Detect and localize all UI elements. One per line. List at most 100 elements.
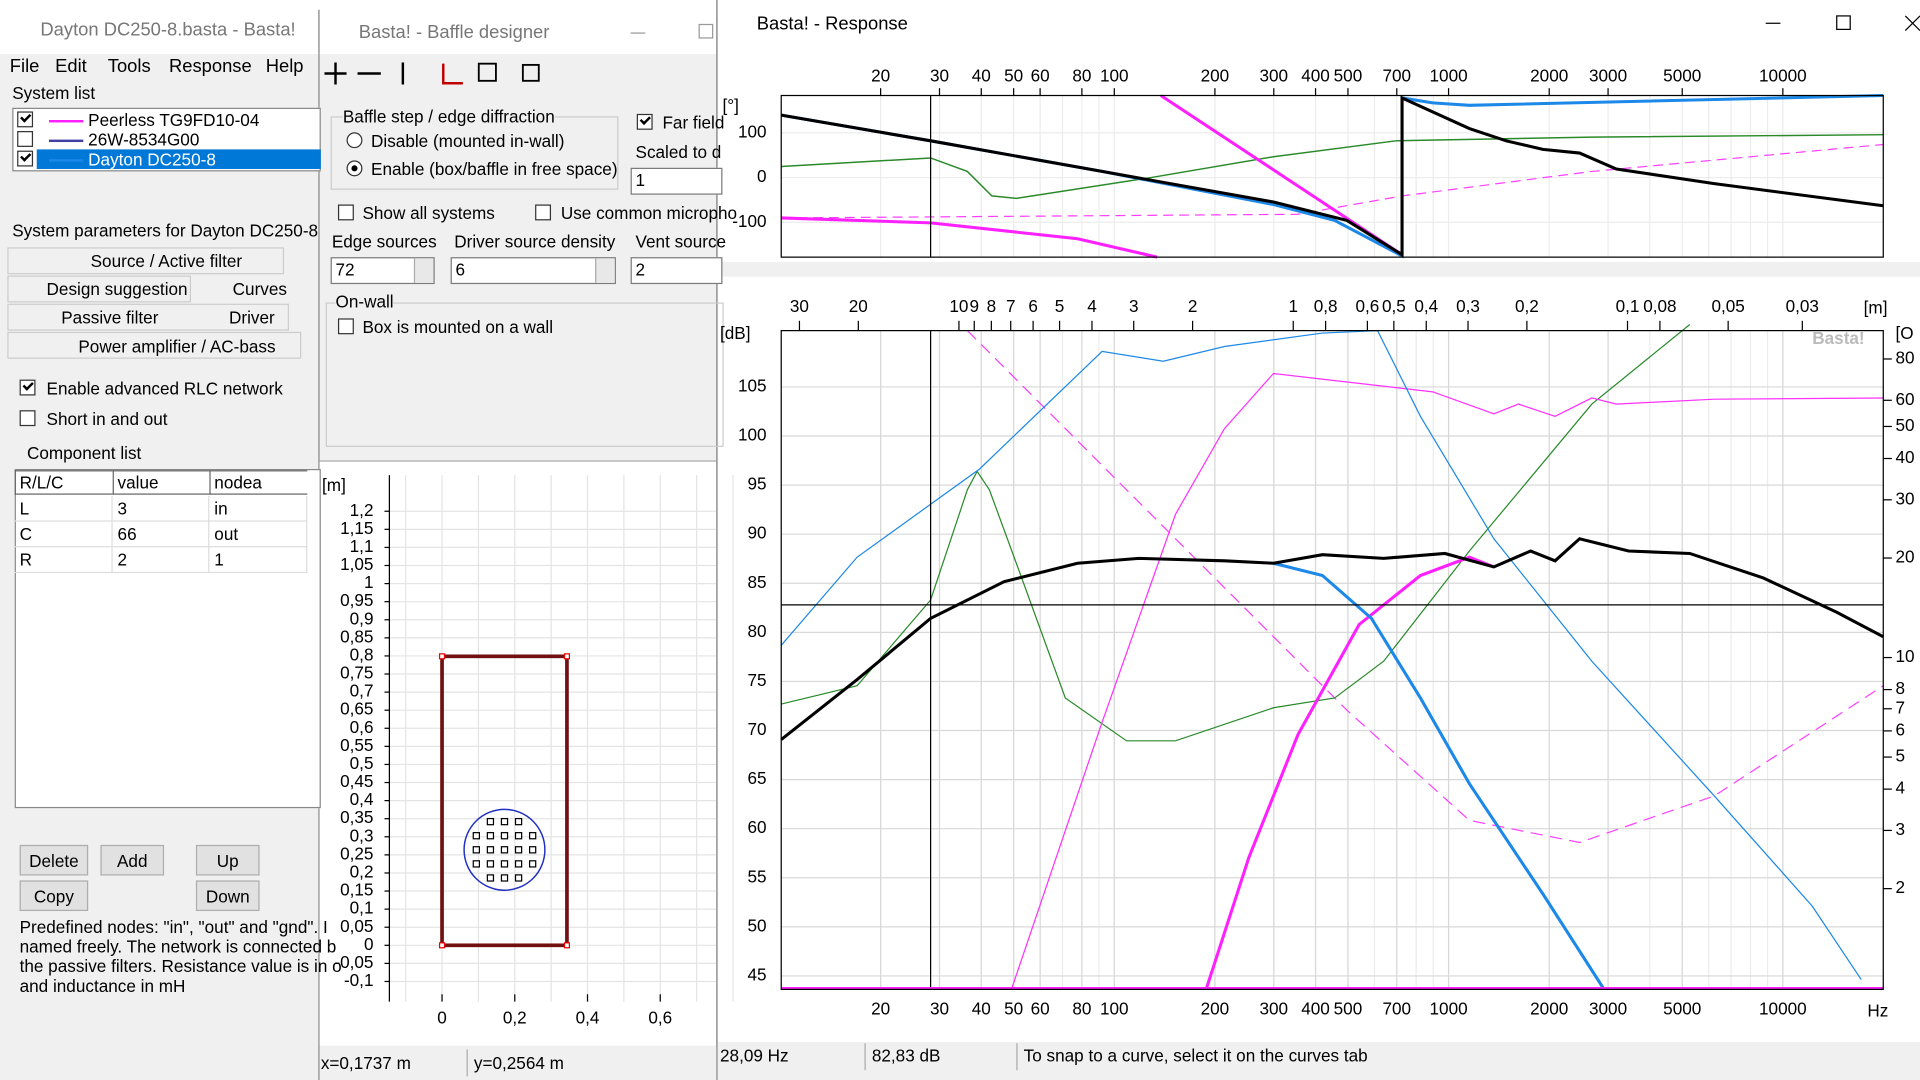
menu-item[interactable]: Edit (55, 56, 87, 78)
component-table (14, 468, 321, 809)
tab-border (7, 275, 192, 303)
checkbox-label: Short in and out (46, 408, 168, 429)
group-title: Baffle step / edge diffraction (342, 106, 555, 127)
button[interactable] (195, 880, 260, 912)
axis-unit: [dB] (720, 323, 751, 343)
response-window (716, 0, 1920, 1080)
tab[interactable]: Design suggestion (46, 279, 188, 299)
table-cell (209, 495, 308, 522)
input-value: 1 (635, 170, 646, 190)
label: System list (12, 83, 96, 103)
checkbox[interactable] (337, 204, 354, 221)
button[interactable] (100, 844, 165, 876)
checkbox[interactable] (636, 113, 653, 130)
series-swatch (48, 159, 84, 162)
table-cell-text[interactable]: in (214, 498, 228, 518)
table-header[interactable]: R/L/C (19, 472, 64, 493)
tab[interactable]: Power amplifier / AC-bass (78, 336, 276, 357)
status-divider (466, 1049, 468, 1077)
checkbox-label: Show all systems (362, 203, 495, 223)
checkbox[interactable] (19, 379, 36, 396)
table-cell-text[interactable]: out (214, 524, 239, 544)
menu-item[interactable]: Tools (107, 56, 151, 78)
input-value: 72 (335, 259, 355, 280)
table-cell (112, 547, 210, 574)
radio-label: Enable (box/baffle in free space) (371, 159, 618, 179)
tab-border (7, 331, 302, 359)
response-statusbar (717, 1042, 1920, 1080)
status-text: x=0,1737 m (320, 1053, 411, 1073)
checkbox[interactable] (535, 204, 552, 221)
window-title: Dayton DC250-8.basta - Basta! (40, 19, 296, 41)
checkbox[interactable] (337, 318, 354, 335)
list-item: Peerless TG9FD10-04 (88, 110, 260, 130)
status-text: 82,83 dB (871, 1045, 941, 1066)
button[interactable] (195, 844, 260, 876)
help-text: and inductance in mH (19, 975, 186, 996)
button[interactable]: Up (216, 851, 239, 871)
checkbox[interactable] (17, 111, 34, 128)
series-swatch (48, 120, 84, 123)
checkbox-label: Use common micropho (560, 203, 738, 223)
table-cell-text[interactable]: R (19, 549, 32, 570)
tab[interactable]: Passive filter (61, 307, 159, 327)
table-header[interactable]: nodea (214, 472, 262, 493)
tab-border (7, 303, 289, 331)
button[interactable]: Copy (33, 886, 74, 907)
button[interactable] (19, 880, 89, 912)
radio-button[interactable] (346, 160, 363, 177)
table-cell (14, 521, 113, 548)
table-cell-text[interactable]: L (19, 498, 30, 518)
table-cell (14, 547, 113, 574)
list-item: Dayton DC250-8 (88, 149, 216, 169)
label: Edge sources (331, 231, 437, 252)
table-cell-text[interactable]: 2 (117, 549, 128, 570)
baffle-titlebar (318, 9, 717, 54)
label: Driver source density (454, 231, 616, 252)
radio-button[interactable] (346, 132, 363, 149)
selected-row (36, 149, 321, 169)
checkbox[interactable] (17, 131, 34, 147)
input (630, 167, 723, 195)
spin-input (630, 257, 723, 285)
menu-item[interactable]: Help (265, 56, 304, 78)
table-cell-text[interactable]: 1 (214, 549, 224, 570)
table-header-cell (209, 470, 308, 495)
menu-item[interactable]: Response (168, 56, 252, 78)
radio-dot (351, 165, 358, 172)
button[interactable]: Down (205, 886, 250, 907)
label: System parameters for Dayton DC250-8 (12, 220, 319, 240)
status-divider (864, 1043, 866, 1071)
table-cell-text[interactable]: C (19, 524, 32, 544)
watermark: Basta! (1812, 328, 1865, 348)
checkbox[interactable] (19, 410, 36, 427)
table-cell-text[interactable]: 3 (117, 498, 128, 518)
help-text: Predefined nodes: "in", "out" and "gnd".… (19, 917, 328, 937)
button[interactable]: Add (116, 851, 148, 871)
tab[interactable]: Curves (232, 279, 287, 299)
table-cell (209, 521, 308, 548)
status-text: y=0,2564 m (473, 1053, 564, 1073)
tab[interactable]: Driver (228, 307, 275, 327)
label: Component list (26, 443, 142, 463)
button[interactable] (19, 844, 89, 876)
table-cell (209, 547, 308, 574)
label: Vent source (635, 231, 727, 252)
check-mark (639, 113, 651, 126)
table-cell-text[interactable]: 66 (117, 524, 137, 544)
axis-unit: [m] (1863, 297, 1888, 318)
check-mark (20, 111, 32, 123)
button[interactable]: Delete (29, 851, 79, 871)
group-title: On-wall (335, 291, 394, 312)
table-header[interactable]: value (117, 472, 159, 493)
spin-button[interactable] (413, 258, 434, 283)
tab[interactable]: Source / Active filter (90, 251, 243, 271)
menu-item[interactable]: File (9, 56, 40, 78)
table-header-cell (14, 470, 113, 495)
checkbox[interactable] (17, 150, 34, 167)
spin-button[interactable] (595, 258, 615, 283)
checkbox-label: Far field (662, 112, 725, 133)
baffle-plot-bg (319, 460, 717, 1046)
